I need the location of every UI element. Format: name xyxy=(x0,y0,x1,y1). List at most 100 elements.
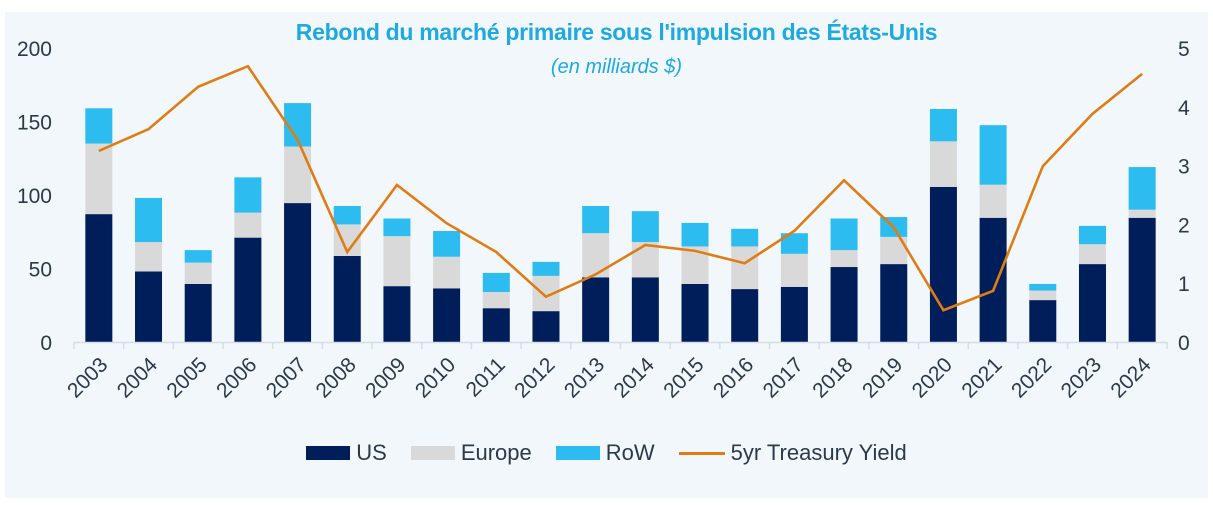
bar-europe-2010 xyxy=(433,256,461,289)
bar-row-2006 xyxy=(234,177,262,213)
bar-europe-2013 xyxy=(582,233,610,278)
bar-us-2017 xyxy=(780,286,808,342)
y-tick-label-right: 4 xyxy=(1178,97,1190,120)
bar-us-2015 xyxy=(681,283,709,342)
x-tick-label: 2021 xyxy=(957,353,1006,402)
bar-row-2014 xyxy=(631,211,659,243)
bar-row-2008 xyxy=(333,206,361,225)
x-tick-label: 2013 xyxy=(560,353,609,402)
y-tick-label-left: 150 xyxy=(17,112,52,135)
bar-row-2024 xyxy=(1128,167,1156,210)
bar-europe-2014 xyxy=(631,242,659,278)
x-tick-label: 2022 xyxy=(1007,353,1056,402)
bar-us-2008 xyxy=(333,256,361,342)
bar-us-2012 xyxy=(532,311,560,342)
y-axis-left: 0 50 100 150 200 xyxy=(17,38,52,355)
x-tick-label: 2020 xyxy=(908,353,957,402)
x-tick-label: 2007 xyxy=(262,353,311,402)
bar-us-2018 xyxy=(830,267,858,342)
x-tick-label: 2015 xyxy=(659,353,708,402)
bar-europe-2007 xyxy=(284,146,312,204)
bar-row-2004 xyxy=(135,197,163,243)
x-tick-label: 2011 xyxy=(462,353,510,401)
y-tick-label-right: 0 xyxy=(1178,332,1190,355)
bar-europe-2016 xyxy=(731,246,759,290)
legend-swatch-yield xyxy=(678,451,725,455)
x-tick-label: 2018 xyxy=(808,353,857,402)
yield-line xyxy=(98,64,1143,312)
bar-row-2016 xyxy=(731,228,759,247)
bar-us-2007 xyxy=(284,203,312,342)
bar-europe-2004 xyxy=(135,242,163,272)
bar-europe-2009 xyxy=(383,236,411,287)
bar-row-2003 xyxy=(85,108,113,144)
bar-us-2022 xyxy=(1029,300,1057,342)
legend-item-row: RoW xyxy=(555,440,655,466)
bar-us-2011 xyxy=(482,308,510,342)
bar-us-2020 xyxy=(929,186,957,342)
x-tick-label: 2003 xyxy=(63,353,112,402)
bar-row-2018 xyxy=(830,218,858,251)
x-tick-label: 2019 xyxy=(858,353,907,402)
legend-label-europe: Europe xyxy=(460,440,532,465)
x-tick-label: 2006 xyxy=(212,353,261,402)
legend-item-europe: Europe xyxy=(410,440,532,466)
legend-label-row: RoW xyxy=(605,440,655,465)
x-axis: 2003 2004 2005 2006 2007 2008 2009 2010 2011 2012… xyxy=(63,341,1168,403)
bar-europe-2017 xyxy=(780,253,808,287)
bar-europe-2021 xyxy=(979,184,1007,218)
x-tick-label: 2005 xyxy=(162,353,211,402)
x-tick-label: 2008 xyxy=(311,353,360,402)
legend-swatch-europe xyxy=(410,446,455,460)
legend-item-us: US xyxy=(306,440,387,466)
bar-us-2003 xyxy=(85,214,113,342)
x-tick-label: 2010 xyxy=(411,353,460,402)
x-tick-label: 2004 xyxy=(113,353,163,403)
bar-us-2013 xyxy=(582,277,610,342)
y-tick-label-left: 100 xyxy=(17,185,52,208)
legend: US Europe RoW 5yr Treasury Yield xyxy=(0,440,1213,466)
legend-swatch-us xyxy=(306,446,351,460)
x-tick-label: 2017 xyxy=(759,353,808,402)
bar-row-2017 xyxy=(780,233,808,254)
x-tick-label: 2009 xyxy=(361,353,410,402)
bar-us-2021 xyxy=(979,217,1007,342)
bar-row-2015 xyxy=(681,222,709,247)
bar-europe-2011 xyxy=(482,292,510,309)
chart-title: Rebond du marché primaire sous l'impulsi… xyxy=(295,19,938,45)
bar-row-2010 xyxy=(433,231,461,257)
bar-row-2012 xyxy=(532,261,560,276)
bar-europe-2018 xyxy=(830,250,858,268)
bar-row-2005 xyxy=(184,250,212,263)
bar-us-2006 xyxy=(234,237,262,342)
bar-us-2023 xyxy=(1078,264,1106,342)
bars xyxy=(85,103,1156,342)
x-tick-label: 2023 xyxy=(1057,353,1106,402)
y-tick-label-left: 50 xyxy=(29,259,52,282)
bar-us-2024 xyxy=(1128,217,1156,342)
bar-row-2011 xyxy=(482,272,510,293)
x-tick-label: 2016 xyxy=(709,353,758,402)
chart-subtitle: (en milliards $) xyxy=(550,56,683,78)
legend-swatch-row xyxy=(555,446,600,460)
bar-europe-2003 xyxy=(85,143,113,215)
bar-europe-2023 xyxy=(1078,244,1106,265)
legend-label-us: US xyxy=(356,440,387,465)
bar-europe-2006 xyxy=(234,212,262,238)
x-tick-label: 2024 xyxy=(1106,353,1156,403)
bar-europe-2022 xyxy=(1029,290,1057,301)
bar-row-2013 xyxy=(582,206,610,234)
bar-us-2019 xyxy=(880,264,908,342)
y-tick-label-right: 1 xyxy=(1178,273,1190,296)
y-axis-right: 0 1 2 3 4 5 xyxy=(1178,38,1190,355)
bar-europe-2005 xyxy=(184,262,212,284)
bar-europe-2020 xyxy=(929,141,957,187)
x-tick-label: 2012 xyxy=(510,353,559,402)
y-tick-label-left: 0 xyxy=(40,332,52,355)
y-tick-label-right: 2 xyxy=(1178,214,1190,237)
bar-row-2021 xyxy=(979,125,1007,185)
bar-us-2009 xyxy=(383,286,411,342)
y-tick-label-right: 3 xyxy=(1178,156,1190,179)
bar-us-2004 xyxy=(135,271,163,342)
